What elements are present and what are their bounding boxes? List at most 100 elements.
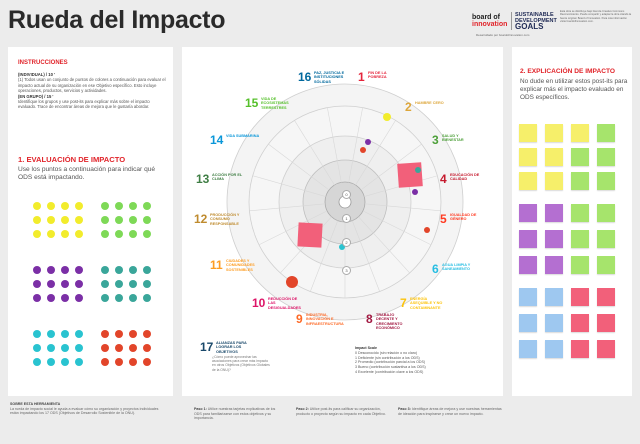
wheel-sticker-dot[interactable] <box>360 147 366 153</box>
sticker-dot[interactable] <box>61 216 69 224</box>
sticker-dot[interactable] <box>33 280 41 288</box>
post-it-note[interactable] <box>545 148 563 166</box>
sticker-dot[interactable] <box>143 358 151 366</box>
sticker-dot[interactable] <box>33 330 41 338</box>
sticker-dot[interactable] <box>129 230 137 238</box>
sticker-dot[interactable] <box>101 294 109 302</box>
sticker-dot[interactable] <box>75 202 83 210</box>
post-it-note[interactable] <box>545 204 563 222</box>
post-it-note[interactable] <box>519 340 537 358</box>
sticker-dot[interactable] <box>61 266 69 274</box>
sticker-dot[interactable] <box>75 330 83 338</box>
sticker-dot[interactable] <box>129 330 137 338</box>
sticker-dot[interactable] <box>115 294 123 302</box>
post-it-note[interactable] <box>571 314 589 332</box>
post-it-note[interactable] <box>545 340 563 358</box>
sticker-dot[interactable] <box>101 358 109 366</box>
post-it-note[interactable] <box>519 204 537 222</box>
sticker-dot[interactable] <box>47 266 55 274</box>
wheel-sticker-dot[interactable] <box>415 167 421 173</box>
post-it-note[interactable] <box>571 124 589 142</box>
post-it-note[interactable] <box>545 230 563 248</box>
sticker-dot[interactable] <box>47 280 55 288</box>
sticker-dot[interactable] <box>129 344 137 352</box>
sticker-dot[interactable] <box>101 344 109 352</box>
post-it-note[interactable] <box>519 314 537 332</box>
post-it-note[interactable] <box>571 148 589 166</box>
post-it-note[interactable] <box>571 340 589 358</box>
post-it-note[interactable] <box>519 148 537 166</box>
sticker-dot[interactable] <box>101 330 109 338</box>
sticker-dot[interactable] <box>143 344 151 352</box>
post-it-note[interactable] <box>597 230 615 248</box>
sticker-dot[interactable] <box>47 202 55 210</box>
sticker-dot[interactable] <box>33 266 41 274</box>
post-it-note[interactable] <box>597 314 615 332</box>
wheel-sticker-dot[interactable] <box>286 276 298 288</box>
sticker-dot[interactable] <box>61 330 69 338</box>
sticker-dot[interactable] <box>143 202 151 210</box>
post-it-note[interactable] <box>519 230 537 248</box>
sticker-dot[interactable] <box>75 216 83 224</box>
post-it-note[interactable] <box>571 256 589 274</box>
sticker-dot[interactable] <box>75 280 83 288</box>
sticker-dot[interactable] <box>33 294 41 302</box>
post-it-note[interactable] <box>597 204 615 222</box>
sticker-dot[interactable] <box>61 202 69 210</box>
post-it-note[interactable] <box>545 314 563 332</box>
sticker-dot[interactable] <box>75 294 83 302</box>
post-it-note[interactable] <box>571 288 589 306</box>
sticker-dot[interactable] <box>143 330 151 338</box>
sticker-dot[interactable] <box>47 330 55 338</box>
sticker-dot[interactable] <box>33 230 41 238</box>
sticker-dot[interactable] <box>61 294 69 302</box>
post-it-note[interactable] <box>545 172 563 190</box>
wheel-sticker-dot[interactable] <box>412 189 418 195</box>
sticker-dot[interactable] <box>115 230 123 238</box>
sticker-dot[interactable] <box>143 230 151 238</box>
sticker-dot[interactable] <box>115 202 123 210</box>
post-it-note[interactable] <box>597 256 615 274</box>
sticker-dot[interactable] <box>61 280 69 288</box>
post-it-note[interactable] <box>571 204 589 222</box>
sticker-dot[interactable] <box>115 216 123 224</box>
sticker-dot[interactable] <box>129 294 137 302</box>
post-it-note[interactable] <box>597 288 615 306</box>
sticker-dot[interactable] <box>129 202 137 210</box>
sticker-dot[interactable] <box>143 216 151 224</box>
sticker-dot[interactable] <box>101 202 109 210</box>
wheel-sticker-dot[interactable] <box>424 227 430 233</box>
sticker-dot[interactable] <box>47 344 55 352</box>
post-it-note[interactable] <box>571 230 589 248</box>
sticker-dot[interactable] <box>47 216 55 224</box>
sticker-dot[interactable] <box>61 230 69 238</box>
sticker-dot[interactable] <box>33 202 41 210</box>
sticker-dot[interactable] <box>75 230 83 238</box>
sticker-dot[interactable] <box>101 266 109 274</box>
wheel-sticker-dot[interactable] <box>383 113 391 121</box>
sticker-dot[interactable] <box>115 330 123 338</box>
sticker-dot[interactable] <box>101 280 109 288</box>
sticker-dot[interactable] <box>129 280 137 288</box>
wheel-sticker-dot[interactable] <box>365 139 371 145</box>
sticker-dot[interactable] <box>75 344 83 352</box>
sticker-dot[interactable] <box>129 358 137 366</box>
post-it-note[interactable] <box>571 172 589 190</box>
sticker-dot[interactable] <box>115 266 123 274</box>
post-it-note[interactable] <box>597 124 615 142</box>
post-it-note[interactable] <box>519 288 537 306</box>
sticker-dot[interactable] <box>47 230 55 238</box>
post-it-note[interactable] <box>597 148 615 166</box>
post-it-note[interactable] <box>519 172 537 190</box>
sticker-dot[interactable] <box>75 358 83 366</box>
sticker-dot[interactable] <box>47 358 55 366</box>
sticker-dot[interactable] <box>75 266 83 274</box>
sticker-dot[interactable] <box>61 358 69 366</box>
post-it-note[interactable] <box>545 288 563 306</box>
wheel-post-it[interactable] <box>397 162 423 188</box>
post-it-note[interactable] <box>519 256 537 274</box>
sticker-dot[interactable] <box>143 280 151 288</box>
sticker-dot[interactable] <box>33 344 41 352</box>
post-it-note[interactable] <box>545 256 563 274</box>
sticker-dot[interactable] <box>101 216 109 224</box>
